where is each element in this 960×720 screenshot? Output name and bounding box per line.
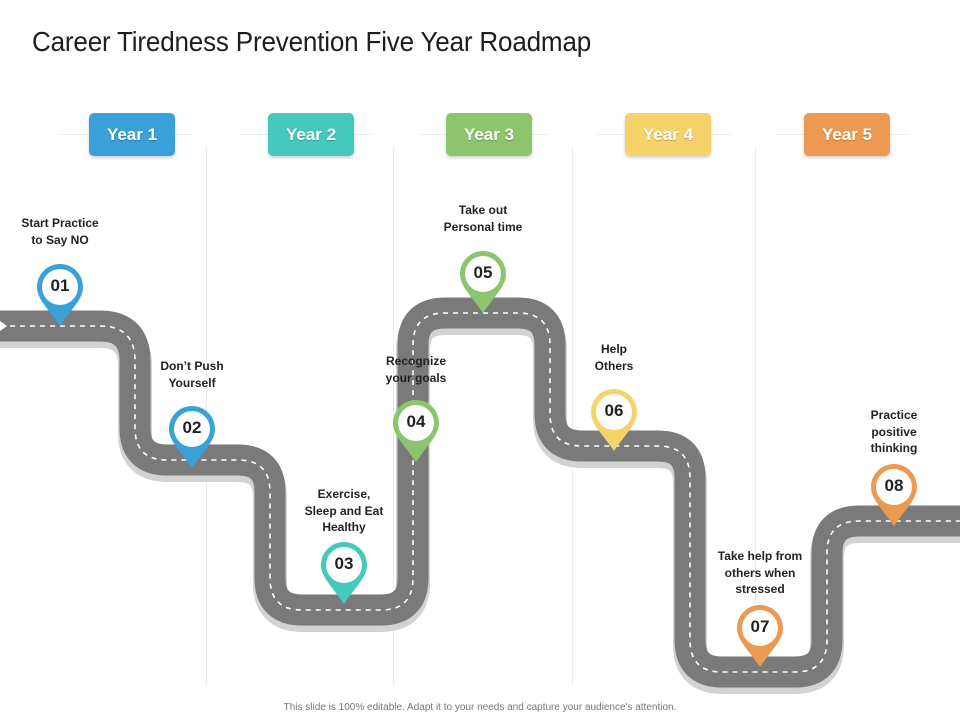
year-2-header: Year 2 bbox=[268, 113, 354, 156]
year-4-header: Year 4 bbox=[625, 113, 711, 156]
column-divider bbox=[572, 146, 573, 686]
map-pin-icon bbox=[393, 400, 439, 462]
map-pin-icon bbox=[321, 542, 367, 604]
map-pin-icon bbox=[737, 605, 783, 667]
milestone-02-text: Don’t Push Yourself bbox=[160, 359, 224, 390]
road-start-arrow-icon bbox=[0, 321, 7, 331]
milestone-05-number: 05 bbox=[473, 263, 493, 282]
milestone-03-text: Exercise, Sleep and Eat Healthy bbox=[304, 487, 384, 534]
year-3-header: Year 3 bbox=[446, 113, 532, 156]
page-title: Career Tiredness Prevention Five Year Ro… bbox=[32, 26, 592, 57]
milestone-01-number: 01 bbox=[50, 276, 70, 295]
milestone-07-number: 07 bbox=[750, 617, 770, 636]
milestone-04-number: 04 bbox=[406, 412, 426, 431]
milestone-06-number: 06 bbox=[604, 401, 624, 420]
year-5-header: Year 5 bbox=[804, 113, 890, 156]
milestone-01-text: Start Practice to Say NO bbox=[21, 216, 99, 247]
footer-note: This slide is 100% editable. Adapt it to… bbox=[283, 702, 677, 713]
milestone-07-pin: 07 bbox=[735, 603, 785, 669]
column-divider bbox=[755, 146, 756, 686]
milestone-03-pin: 03 bbox=[319, 540, 369, 606]
milestone-04-pin: 04 bbox=[391, 398, 441, 464]
milestone-02-pin: 02 bbox=[167, 404, 217, 470]
map-pin-icon bbox=[460, 251, 506, 313]
milestone-02-number: 02 bbox=[182, 418, 202, 437]
milestone-06-pin: 06 bbox=[589, 387, 639, 453]
year-1-header: Year 1 bbox=[89, 113, 175, 156]
milestone-03-number: 03 bbox=[334, 554, 354, 573]
milestone-07-text: Take help from others when stressed bbox=[717, 549, 803, 596]
milestone-06-text: Help Others bbox=[594, 342, 634, 373]
column-divider bbox=[393, 146, 394, 686]
milestone-08-pin: 08 bbox=[869, 462, 919, 528]
milestone-05-pin: 05 bbox=[458, 249, 508, 315]
milestone-08-text: Practice positive thinking bbox=[870, 408, 918, 455]
map-pin-icon bbox=[37, 264, 83, 326]
milestone-01-pin: 01 bbox=[35, 262, 85, 328]
milestone-04-text: Recognize your goals bbox=[385, 354, 447, 385]
map-pin-icon bbox=[169, 406, 215, 468]
map-pin-icon bbox=[591, 389, 637, 451]
milestone-05-text: Take out Personal time bbox=[443, 203, 523, 234]
milestone-08-number: 08 bbox=[884, 476, 904, 495]
map-pin-icon bbox=[871, 464, 917, 526]
